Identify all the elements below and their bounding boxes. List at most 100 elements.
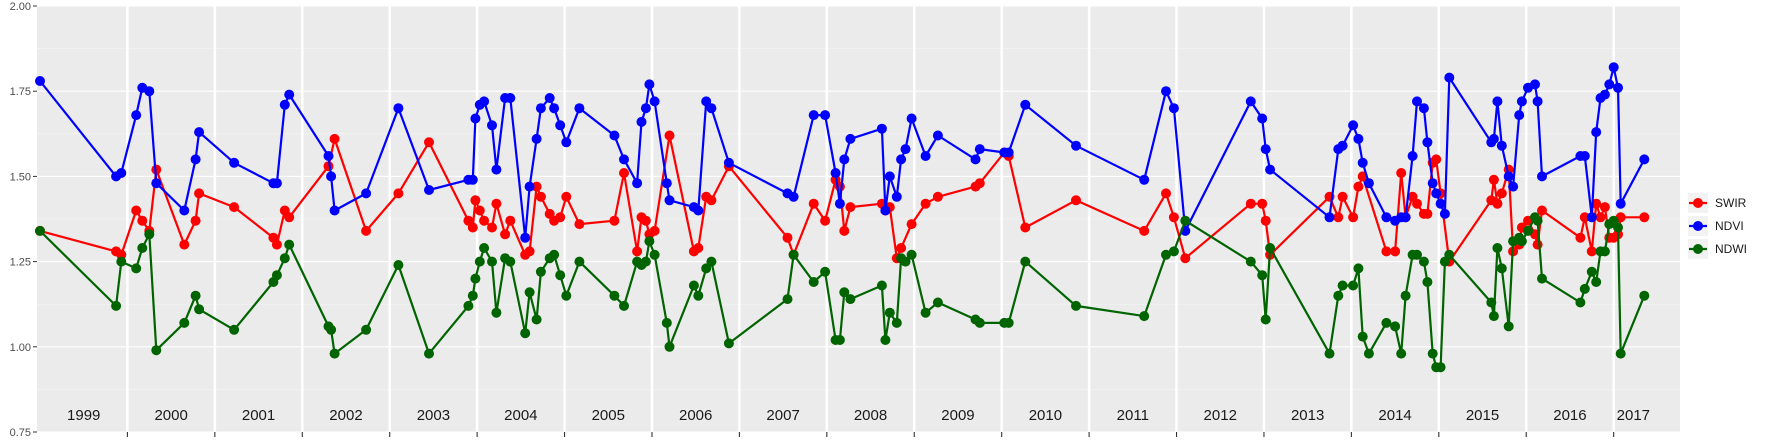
ndvi-point (1496, 140, 1507, 151)
ndvi-point (1260, 144, 1271, 155)
ndwi-point (520, 328, 531, 339)
ndwi-point (1503, 321, 1514, 332)
ndwi-point (1488, 311, 1499, 322)
ndwi-point (1333, 290, 1344, 301)
ndwi-point (35, 225, 45, 236)
ndvi-point (1586, 212, 1597, 223)
ndvi-point (876, 123, 887, 134)
ndvi-point (1591, 127, 1602, 138)
swir-point (632, 246, 643, 257)
ndwi-point (1639, 290, 1650, 301)
legend-key-point (1693, 244, 1703, 254)
ndvi-point (1639, 154, 1650, 165)
ndwi-point (1381, 317, 1392, 328)
year-label: 2015 (1466, 407, 1499, 424)
ndvi-point (491, 164, 502, 175)
swir-point (1575, 232, 1586, 243)
swir-point (1071, 195, 1081, 206)
year-label: 2003 (417, 407, 450, 424)
ndwi-point (644, 236, 655, 247)
ndwi-point (1613, 222, 1623, 233)
legend-item: NDWI (1688, 239, 1747, 259)
legend: SWIR NDVI NDWI (1688, 193, 1747, 259)
year-label: 2005 (592, 407, 625, 424)
swir-point (1532, 239, 1543, 250)
ndwi-point (194, 304, 205, 315)
swir-point (561, 191, 572, 202)
ndwi-point (688, 280, 699, 291)
ndwi-point (111, 300, 122, 311)
ndvi-point (479, 96, 490, 107)
ndvi-point (1245, 96, 1256, 107)
ndvi-point (649, 96, 660, 107)
ndwi-point (1412, 249, 1422, 260)
year-label: 2010 (1029, 407, 1062, 424)
ndvi-point (229, 157, 240, 168)
swir-point (491, 198, 502, 209)
ndvi-point (1431, 188, 1442, 199)
ndvi-point (1537, 171, 1547, 182)
ndwi-point (279, 253, 290, 264)
ndvi-point (974, 144, 985, 155)
ndvi-point (644, 79, 655, 90)
ndvi-point (920, 151, 931, 161)
ndwi-point (1161, 249, 1171, 260)
ndvi-point (820, 110, 831, 121)
ndvi-point (1363, 178, 1374, 189)
ndwi-point (808, 277, 819, 287)
year-label: 2016 (1553, 407, 1586, 424)
ndwi-point (1516, 236, 1527, 247)
ndwi-point (1260, 314, 1271, 325)
ndvi-point (636, 116, 647, 127)
ndwi-point (549, 249, 560, 260)
legend-label: NDVI (1715, 219, 1744, 233)
ndwi-point (900, 256, 911, 267)
year-label: 2012 (1204, 407, 1237, 424)
ndvi-point (1503, 171, 1514, 182)
year-label: 2008 (854, 407, 887, 424)
ndwi-point (1357, 331, 1368, 342)
ndwi-point (906, 249, 917, 260)
ndvi-point (326, 171, 337, 182)
ndvi-point (693, 205, 704, 216)
swir-point (932, 191, 943, 202)
ndvi-point (561, 137, 572, 148)
ndwi-point (1444, 249, 1455, 260)
ndwi-point (487, 256, 497, 267)
ndwi-point (1427, 348, 1438, 359)
ndvi-point (640, 103, 651, 114)
ndvi-point (1357, 157, 1368, 168)
ndwi-point (1396, 348, 1407, 359)
ndvi-point (845, 133, 856, 144)
ndvi-point (1439, 208, 1450, 219)
swir-point (1537, 205, 1547, 216)
ndvi-point (1615, 198, 1626, 209)
ndwi-point (467, 290, 478, 301)
ndwi-point (524, 287, 535, 298)
ndvi-point (1530, 79, 1540, 90)
swir-point (1337, 191, 1348, 202)
swir-point (839, 225, 850, 236)
swir-point (896, 243, 907, 253)
ndwi-point (1348, 280, 1359, 291)
ndvi-point (535, 103, 546, 114)
ndwi-point (640, 256, 651, 267)
ndvi-point (839, 154, 850, 165)
swir-point (500, 229, 511, 240)
ndvi-point (329, 205, 340, 216)
ndwi-point (229, 324, 240, 335)
ndwi-point (1496, 263, 1507, 274)
year-label: 2009 (941, 407, 974, 424)
swir-point (1639, 212, 1650, 223)
ndwi-point (834, 335, 845, 345)
ndvi-point (361, 188, 372, 199)
swir-point (361, 225, 372, 236)
ndwi-point (424, 348, 434, 359)
swir-point (137, 215, 148, 226)
ndvi-point (1139, 174, 1150, 185)
legend-key-point (1693, 198, 1703, 208)
swir-point (619, 168, 629, 178)
swir-point (906, 219, 917, 230)
legend-item: NDVI (1688, 216, 1744, 236)
ndvi-point (1608, 62, 1619, 73)
